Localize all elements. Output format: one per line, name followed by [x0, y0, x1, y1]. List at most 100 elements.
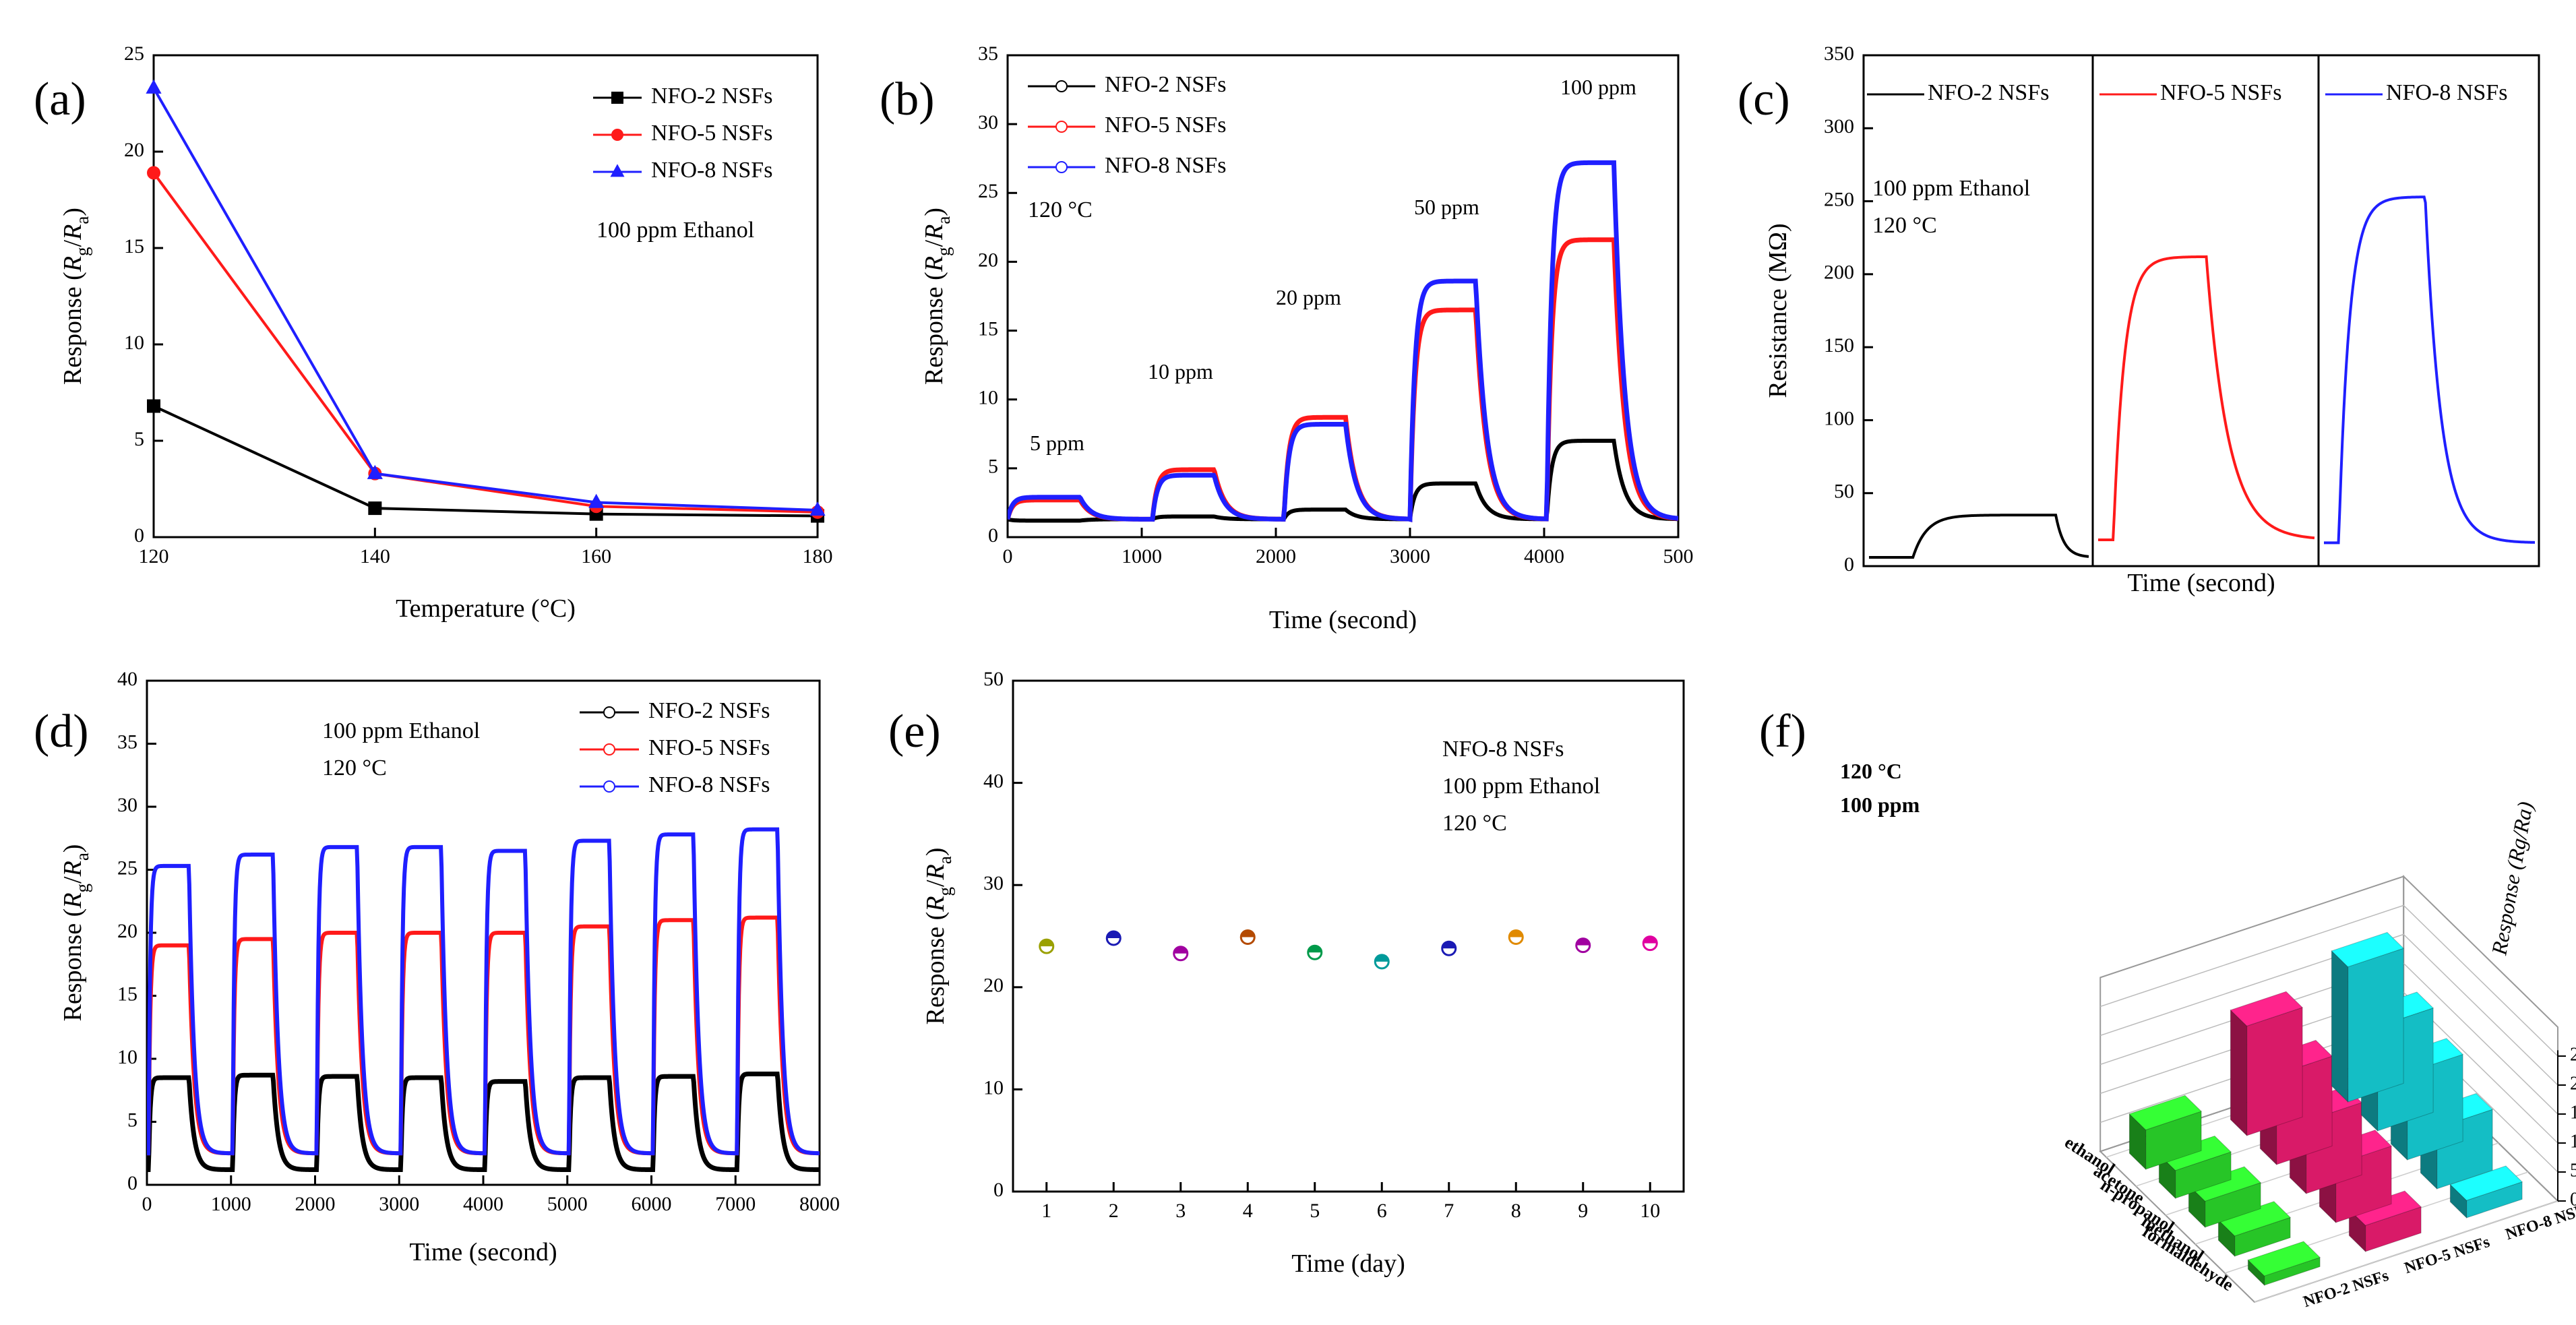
legend-label: NFO-2 NSFs — [651, 84, 772, 109]
data-point-fill — [1173, 946, 1188, 954]
x-tick-label: 5 — [1310, 1200, 1320, 1222]
y-axis-label: Resistance (MΩ) — [1764, 223, 1792, 398]
y-tick-label: 20 — [124, 139, 144, 161]
marker-square — [611, 92, 623, 104]
panel-label: (d) — [34, 706, 89, 758]
plot-frame — [1012, 679, 1685, 1193]
legend-label: NFO-8 NSFs — [2386, 80, 2507, 105]
panel-label: (c) — [1738, 73, 1790, 125]
z-tick-label: 5 — [2570, 1160, 2576, 1181]
y-tick-label: 350 — [1824, 42, 1854, 65]
legend-label: NFO-2 NSFs — [1928, 80, 2049, 105]
bar-3d — [2348, 1190, 2422, 1253]
series-line — [147, 827, 820, 1156]
bar-top-face — [2217, 1201, 2292, 1237]
plot-frame — [1006, 54, 1680, 538]
marker-square — [368, 501, 382, 516]
series-line — [152, 87, 818, 512]
bar-3d — [2128, 1095, 2203, 1171]
y-tick-label: 5 — [127, 1109, 137, 1131]
y-tick-label: 300 — [1824, 115, 1854, 137]
data-point-fill — [1308, 946, 1322, 953]
y-tick-label: 15 — [124, 235, 144, 257]
y-tick-label: 0 — [988, 524, 998, 547]
series-label: NFO-5 NSFs — [2402, 1233, 2492, 1277]
x-tick-label: 160 — [581, 545, 611, 567]
y-tick-label: 20 — [117, 920, 137, 942]
legend-label: NFO-2 NSFs — [648, 698, 770, 723]
y-tick-label: 10 — [124, 332, 144, 354]
annotation: 120 °C — [1872, 213, 1937, 238]
panel-f: 0510152025ethanolacetonen-propanolmethan… — [1759, 706, 2576, 1311]
marker-triangle — [610, 164, 625, 177]
legend-label: NFO-5 NSFs — [651, 121, 772, 146]
x-tick-label: 4000 — [463, 1193, 503, 1215]
x-tick-label: 5000 — [547, 1193, 588, 1215]
z-tick-label: 20 — [2570, 1073, 2576, 1094]
grid-line — [2099, 933, 2558, 1086]
x-axis-label: Time (second) — [1269, 606, 1417, 634]
concentration-label: 5 ppm — [1030, 431, 1084, 455]
panel-b: 0 5 10 15 20 25 30 35 0 1000 2000 3000 4000 500 5 ppm 1… — [880, 42, 1694, 634]
data-point-fill — [1643, 936, 1657, 944]
y-tick-label: 35 — [978, 42, 998, 65]
y-axis-label: Response (Rg/Ra) — [921, 848, 955, 1025]
x-tick-label: 1000 — [1122, 545, 1162, 567]
y-tick-label: 35 — [117, 731, 137, 753]
series-line — [1008, 160, 1678, 522]
legend-label: NFO-8 NSFs — [651, 158, 772, 183]
bar-top-face — [2331, 931, 2405, 968]
legend-label: NFO-8 NSFs — [648, 772, 770, 797]
marker-circle — [1055, 161, 1068, 173]
y-tick-label: 150 — [1824, 334, 1854, 357]
y-tick-label: 5 — [988, 456, 998, 478]
data-point-fill — [1576, 938, 1590, 946]
floor-grid — [2254, 1200, 2558, 1303]
x-tick-label: 7000 — [715, 1193, 756, 1215]
z-tick-label: 0 — [2570, 1189, 2576, 1210]
x-tick-label: 6000 — [632, 1193, 672, 1215]
y-tick-label: 25 — [978, 180, 998, 202]
y-tick-label: 200 — [1824, 261, 1854, 284]
x-tick-label: 3000 — [1390, 545, 1430, 567]
marker-circle — [1055, 80, 1068, 92]
plot-frame — [1862, 54, 2540, 567]
plot-frame — [152, 54, 819, 538]
grid-line — [2099, 904, 2558, 1057]
z-tick-label: 10 — [2570, 1131, 2576, 1152]
x-tick-label: 6 — [1377, 1200, 1387, 1222]
data-point-fill — [1509, 930, 1523, 937]
marker-square — [147, 399, 160, 413]
x-tick-label: 180 — [803, 545, 833, 567]
y-tick-label: 10 — [117, 1046, 137, 1068]
bar-side-face — [2230, 1009, 2248, 1137]
y-tick-label: 0 — [134, 524, 144, 547]
annotation: 120 °C — [322, 756, 387, 780]
y-tick-label: 50 — [1834, 481, 1854, 503]
y-axis-label: Response (Rg/Ra) — [59, 208, 92, 385]
x-tick-label: 3 — [1175, 1200, 1186, 1222]
x-tick-label: 7 — [1444, 1200, 1454, 1222]
series-line — [2098, 255, 2315, 542]
legend-label: NFO-8 NSFs — [1105, 153, 1226, 178]
marker-triangle — [588, 493, 605, 508]
bar-front-face — [2246, 1007, 2303, 1136]
y-tick-label: 0 — [993, 1179, 1004, 1201]
x-tick-label: 500 — [1663, 545, 1694, 567]
bar-top-face — [2449, 1165, 2523, 1201]
series-line — [1869, 514, 2089, 559]
concentration-label: 10 ppm — [1148, 359, 1213, 383]
series-group — [1008, 160, 1678, 523]
concentration-label: 100 ppm — [1560, 75, 1636, 99]
panel-d: 0 5 10 15 20 25 30 35 40 0 1000 2000 3000 4000 5000 600… — [34, 668, 840, 1266]
legend-label: NFO-5 NSFs — [1105, 113, 1226, 137]
x-tick-label: 8 — [1511, 1200, 1521, 1222]
series-group — [147, 827, 820, 1173]
x-tick-label: 4 — [1243, 1200, 1253, 1222]
annotation: 120 °C — [1028, 197, 1093, 222]
panel-label: (e) — [888, 706, 941, 758]
x-tick-label: 10 — [1640, 1200, 1660, 1222]
bar-3d — [2188, 1166, 2262, 1229]
bar-top-face — [2230, 991, 2304, 1026]
